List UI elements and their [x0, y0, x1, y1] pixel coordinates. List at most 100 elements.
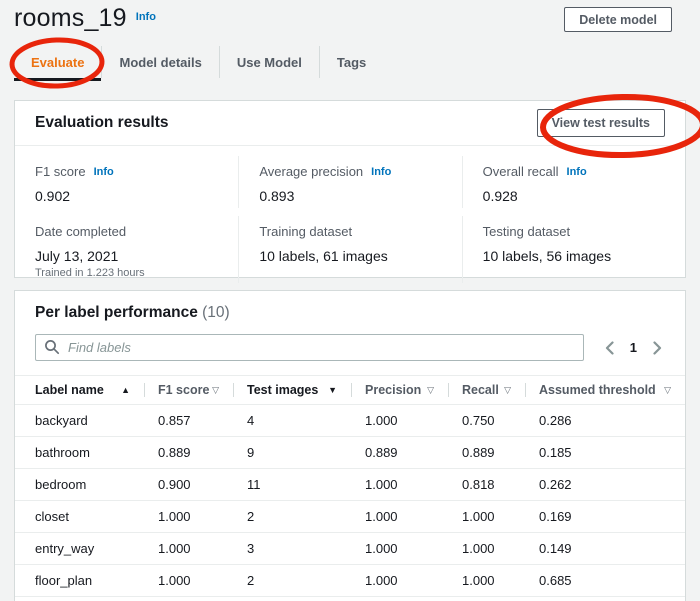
- table-row-floor-plan: floor_plan 1.000 2 1.000 1.000 0.685: [15, 565, 685, 597]
- cell-recall: 1.000: [462, 541, 495, 556]
- metric-f1-score: F1 score Info 0.902: [15, 156, 238, 208]
- view-test-results-button[interactable]: View test results: [536, 109, 665, 137]
- cell-f1-score: 1.000: [158, 573, 191, 588]
- metrics-row: F1 score Info 0.902 Average precision Info…: [15, 146, 685, 216]
- detail-training-dataset: Training dataset 10 labels, 61 images: [238, 216, 461, 283]
- table-header-row: Label name ▲ F1 score ▽ Test images ▼ Pr…: [15, 375, 685, 405]
- sort-ascending-icon: ▲: [121, 384, 130, 395]
- column-header-f1-score[interactable]: F1 score ▽: [144, 376, 233, 404]
- cell-assumed-threshold: 0.149: [539, 541, 572, 556]
- find-labels-input[interactable]: [35, 334, 584, 361]
- cell-assumed-threshold: 0.286: [539, 413, 572, 428]
- cell-test-images: 9: [247, 445, 255, 460]
- cell-assumed-threshold: 0.685: [539, 573, 572, 588]
- average-precision-value: 0.893: [259, 188, 295, 204]
- column-header-precision[interactable]: Precision ▽: [351, 376, 448, 404]
- evaluation-results-panel: Evaluation results View test results F1 …: [14, 100, 686, 283]
- cell-test-images: 11: [247, 477, 261, 492]
- cell-f1-score: 1.000: [158, 509, 191, 524]
- title-info-link[interactable]: Info: [135, 11, 156, 23]
- average-precision-label: Average precision: [259, 164, 364, 179]
- page-title: rooms_19: [14, 4, 127, 32]
- cell-test-images: 3: [247, 541, 255, 556]
- column-header-label-name[interactable]: Label name ▲: [35, 383, 130, 397]
- detail-date-completed: Date completed July 13, 2021 Trained in …: [15, 216, 238, 283]
- training-dataset-label: Training dataset: [259, 224, 353, 239]
- average-precision-info-link[interactable]: Info: [371, 166, 392, 178]
- previous-page-button[interactable]: [600, 338, 620, 358]
- per-label-performance-title: Per label performance (10): [35, 304, 230, 321]
- date-completed-label: Date completed: [35, 224, 127, 239]
- cell-f1-score: 0.900: [158, 477, 191, 492]
- overall-recall-value: 0.928: [482, 188, 518, 204]
- cell-test-images: 4: [247, 413, 255, 428]
- per-label-performance-panel: Per label performance (10) 1: [14, 290, 686, 601]
- delete-model-button[interactable]: Delete model: [564, 7, 672, 32]
- cell-label-name: backyard: [35, 413, 88, 428]
- f1-score-label: F1 score: [35, 164, 86, 179]
- search-icon: [45, 340, 60, 355]
- column-header-test-images[interactable]: Test images ▼: [233, 376, 351, 404]
- pagination: 1: [600, 338, 669, 358]
- cell-label-name: bathroom: [35, 445, 90, 460]
- overall-recall-info-link[interactable]: Info: [566, 166, 587, 178]
- sort-icon: ▽: [427, 384, 434, 395]
- cell-test-images: 2: [247, 573, 255, 588]
- cell-label-name: bedroom: [35, 477, 87, 492]
- date-completed-value: July 13, 2021: [35, 248, 119, 264]
- page-number[interactable]: 1: [629, 340, 637, 355]
- cell-f1-score: 0.889: [158, 445, 191, 460]
- chevron-right-icon: [652, 340, 661, 355]
- page-header: rooms_19 Info Delete model: [14, 4, 686, 38]
- tab-model-details[interactable]: Model details: [101, 46, 218, 78]
- detail-testing-dataset: Testing dataset 10 labels, 56 images: [461, 216, 685, 283]
- column-header-recall[interactable]: Recall ▽: [448, 376, 525, 404]
- cell-assumed-threshold: 0.185: [539, 445, 572, 460]
- cell-recall: 0.750: [462, 413, 495, 428]
- metric-average-precision: Average precision Info 0.893: [238, 156, 461, 208]
- metric-overall-recall: Overall recall Info 0.928: [461, 156, 685, 208]
- cell-precision: 0.889: [365, 445, 398, 460]
- tab-tags[interactable]: Tags: [318, 46, 383, 78]
- sort-icon: ▽: [664, 384, 671, 395]
- cell-assumed-threshold: 0.169: [539, 509, 572, 524]
- table-row-bathroom: bathroom 0.889 9 0.889 0.889 0.185: [15, 437, 685, 469]
- sort-icon: ▽: [212, 384, 219, 395]
- training-duration: Trained in 1.223 hours: [35, 267, 145, 279]
- cell-label-name: entry_way: [35, 541, 95, 556]
- sort-descending-icon: ▼: [328, 384, 337, 395]
- search-row: 1: [35, 334, 669, 361]
- table-row-closet: closet 1.000 2 1.000 1.000 0.169: [15, 501, 685, 533]
- column-header-assumed-threshold[interactable]: Assumed threshold ▽: [525, 376, 685, 404]
- evaluation-results-header: Evaluation results View test results: [15, 101, 685, 146]
- cell-label-name: closet: [35, 509, 69, 524]
- label-count: (10): [202, 304, 230, 321]
- training-dataset-value: 10 labels, 61 images: [259, 248, 388, 264]
- cell-precision: 1.000: [365, 573, 398, 588]
- tab-bar: Evaluate Model details Use Model Tags: [14, 46, 383, 81]
- tab-evaluate[interactable]: Evaluate: [14, 46, 102, 81]
- f1-score-info-link[interactable]: Info: [93, 166, 114, 178]
- cell-f1-score: 0.857: [158, 413, 191, 428]
- cell-recall: 1.000: [462, 573, 495, 588]
- f1-score-value: 0.902: [35, 188, 71, 204]
- cell-label-name: floor_plan: [35, 573, 93, 588]
- cell-recall: 0.818: [462, 477, 495, 492]
- search-box: [35, 334, 584, 361]
- evaluation-results-title: Evaluation results: [35, 114, 169, 131]
- table-row-bedroom: bedroom 0.900 11 1.000 0.818 0.262: [15, 469, 685, 501]
- tab-use-model[interactable]: Use Model: [218, 46, 319, 78]
- next-page-button[interactable]: [647, 338, 667, 358]
- table-row-entry-way: entry_way 1.000 3 1.000 1.000 0.149: [15, 533, 685, 565]
- overall-recall-label: Overall recall: [482, 164, 559, 179]
- cell-assumed-threshold: 0.262: [539, 477, 572, 492]
- testing-dataset-value: 10 labels, 56 images: [482, 248, 612, 264]
- cell-recall: 0.889: [462, 445, 495, 460]
- testing-dataset-label: Testing dataset: [482, 224, 571, 239]
- cell-recall: 1.000: [462, 509, 495, 524]
- sort-icon: ▽: [504, 384, 511, 395]
- table-row-backyard: backyard 0.857 4 1.000 0.750 0.286: [15, 405, 685, 437]
- cell-precision: 1.000: [365, 477, 398, 492]
- cell-precision: 1.000: [365, 413, 398, 428]
